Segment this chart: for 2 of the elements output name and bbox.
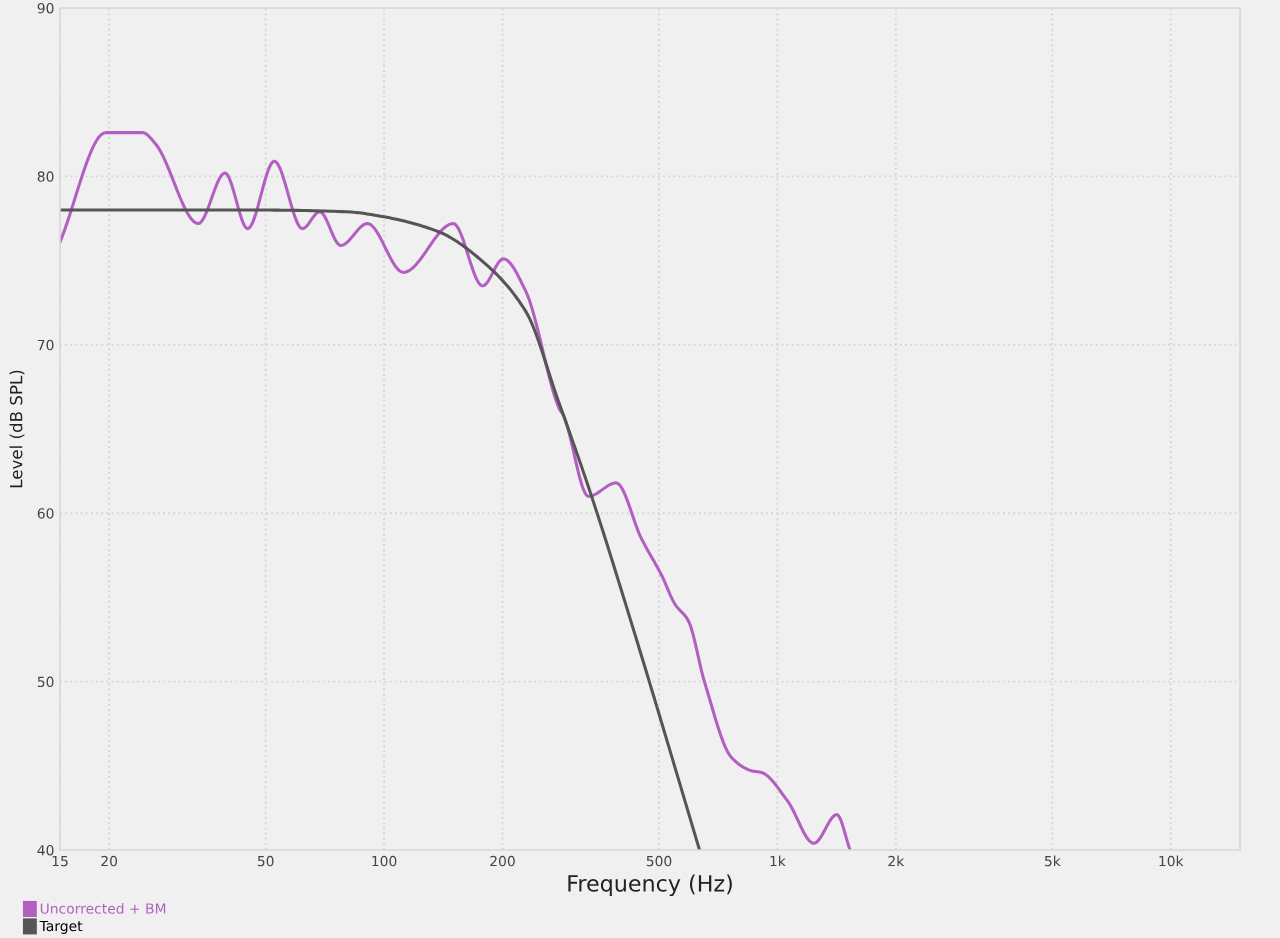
y-axis-title: Level (dB SPL) <box>9 370 25 488</box>
x-axis-title: Frequency (Hz) <box>568 874 732 897</box>
